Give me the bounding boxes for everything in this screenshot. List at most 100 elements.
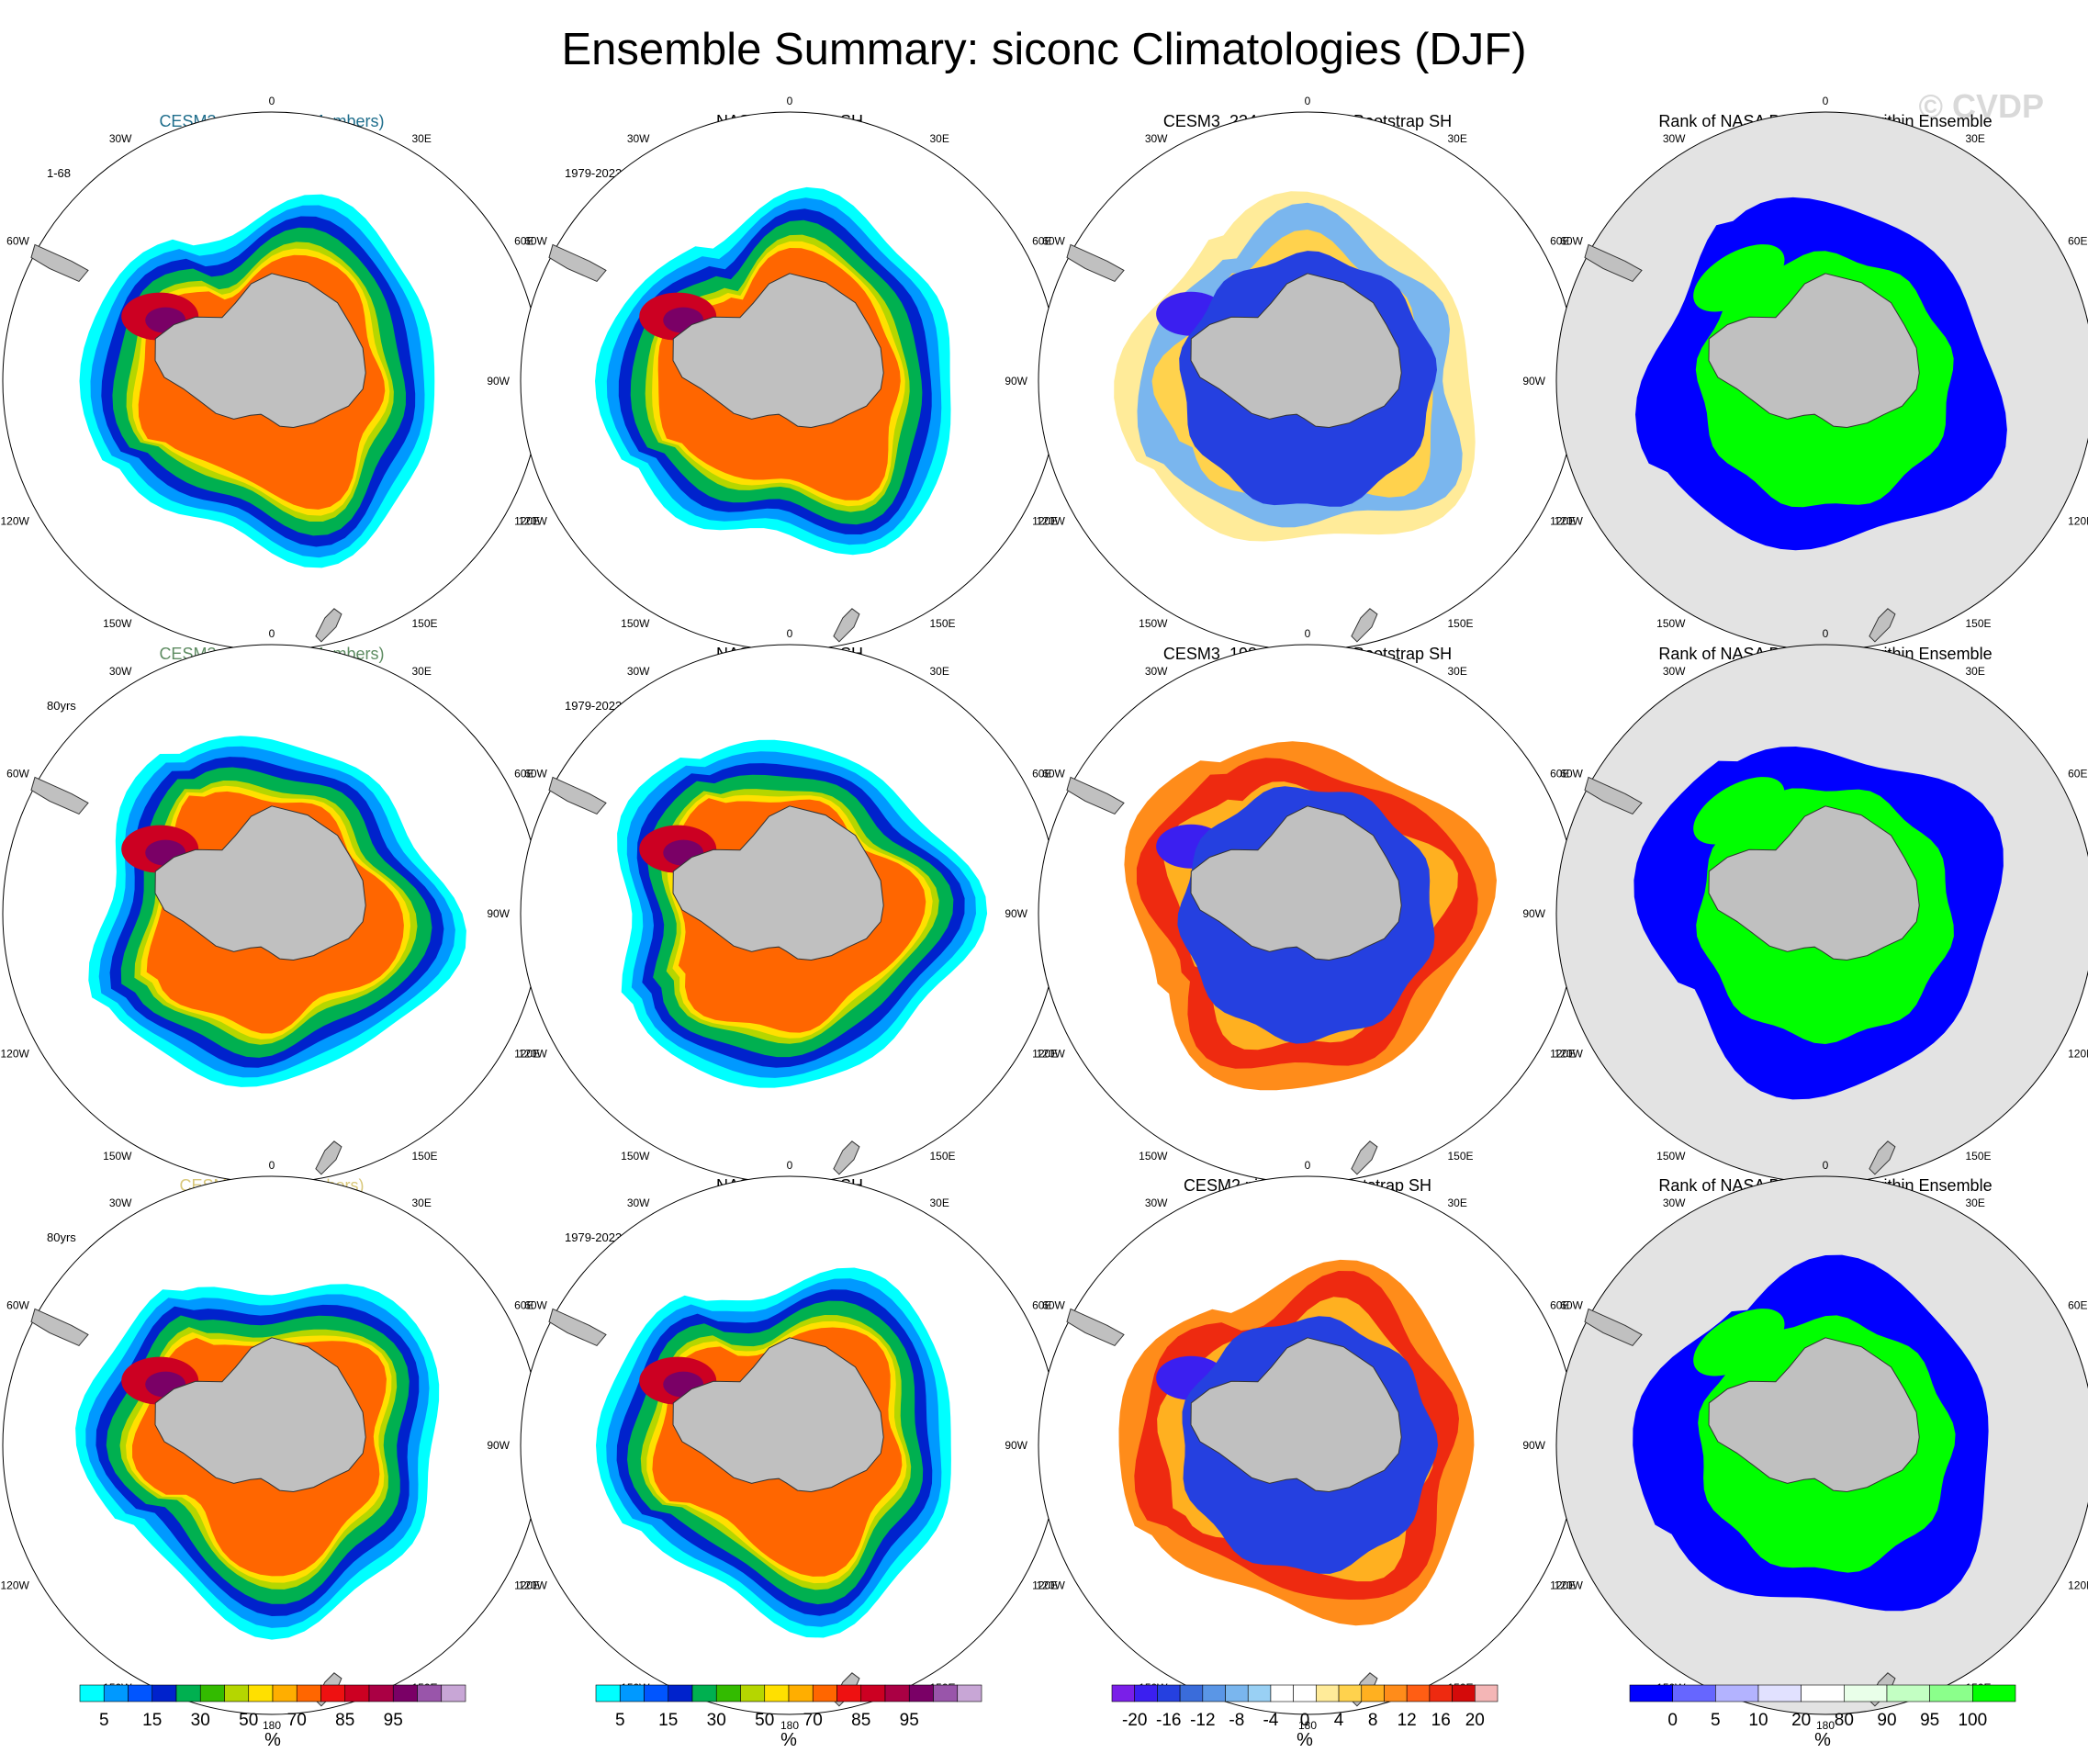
colorbar-swatch	[860, 1684, 886, 1702]
new-zealand-land	[1351, 1140, 1378, 1175]
longitude-label: 60E	[1032, 235, 1051, 248]
longitude-label: 30E	[1966, 665, 1985, 678]
longitude-label: 90W	[1522, 907, 1545, 920]
colorbar-swatch	[1179, 1684, 1204, 1702]
colorbar-swatch	[668, 1684, 693, 1702]
colorbar-swatch	[1474, 1684, 1499, 1702]
south-america-land	[1584, 776, 1643, 815]
longitude-label: 60E	[1032, 1299, 1051, 1312]
longitude-label: 60E	[514, 235, 533, 248]
colorbar-swatch	[1316, 1684, 1340, 1702]
longitude-label: 150E	[1448, 1150, 1474, 1163]
panel-grid: CESM3_234-251 (4 Members)1-68030E60E90E1…	[1, 95, 2088, 1732]
longitude-label: 60W	[524, 768, 547, 781]
map-field	[1633, 1254, 1989, 1612]
colorbar-unit: %	[1297, 1730, 1313, 1750]
colorbar-tick-label: 0	[1667, 1711, 1678, 1730]
colorbar-tick-label: 50	[755, 1711, 774, 1730]
longitude-label: 120W	[1037, 1048, 1066, 1061]
map-field	[595, 186, 951, 556]
map-field	[75, 1284, 440, 1640]
colorbar-tick-label: 16	[1431, 1711, 1451, 1730]
longitude-label: 30E	[1448, 1197, 1467, 1209]
longitude-label: 30W	[1145, 132, 1168, 145]
colorbar-tick-label: 12	[1398, 1711, 1417, 1730]
colorbar-swatch	[199, 1684, 225, 1702]
antarctica-land	[672, 273, 884, 429]
colorbar-tick-label: 0	[1300, 1711, 1310, 1730]
longitude-label: 30W	[1663, 665, 1686, 678]
antarctica-land	[1190, 273, 1402, 429]
antarctica-land	[1708, 273, 1920, 429]
colorbar-concentration: 5 15 30 50 70 85 95%	[79, 1684, 466, 1750]
map-panel: CESM3_234-251 - NASA Bootstrap SH030E60E…	[1005, 95, 1607, 668]
colorbar-concentration-obs: 5 15 30 50 70 85 95%	[595, 1684, 982, 1750]
longitude-label: 60W	[1042, 1299, 1065, 1312]
map-panel: CESM3_234-251 (4 Members)1-68030E60E90E1…	[1, 95, 572, 668]
colorbar-swatch	[715, 1684, 741, 1702]
antarctica-land	[1190, 1337, 1402, 1493]
longitude-label: 120W	[519, 1048, 548, 1061]
longitude-label: 60E	[1550, 1299, 1569, 1312]
colorbar-tick-label: 20	[1465, 1711, 1485, 1730]
longitude-label: 120W	[519, 515, 548, 528]
colorbar-swatch	[1629, 1684, 1673, 1702]
colorbar-swatch	[933, 1684, 959, 1702]
longitude-label: 0	[787, 627, 793, 640]
longitude-label: 60W	[6, 235, 29, 248]
colorbar-tick-label: 30	[707, 1711, 726, 1730]
panel-period-label: 80yrs	[47, 699, 76, 713]
panel-period-label: 1979-2023	[565, 1230, 622, 1244]
longitude-label: 30W	[627, 665, 650, 678]
longitude-label: 60E	[1550, 768, 1569, 781]
longitude-label: 120E	[1032, 1579, 1058, 1592]
longitude-label: 120E	[2068, 1579, 2088, 1592]
longitude-label: 30W	[1663, 132, 1686, 145]
longitude-label: 30W	[627, 1197, 650, 1209]
longitude-label: 150E	[1448, 617, 1474, 630]
colorbar-tick-label: -12	[1190, 1711, 1215, 1730]
longitude-label: 90W	[1005, 907, 1027, 920]
colorbar-swatch	[248, 1684, 274, 1702]
colorbar-swatch	[644, 1684, 669, 1702]
longitude-label: 150E	[1966, 1150, 1992, 1163]
longitude-label: 0	[1823, 1159, 1829, 1172]
longitude-label: 60W	[6, 1299, 29, 1312]
colorbar-swatch	[836, 1684, 862, 1702]
colorbar-tick-label: 95	[384, 1711, 403, 1730]
longitude-label: 150E	[930, 1150, 956, 1163]
longitude-label: 90W	[1005, 1439, 1027, 1452]
longitude-label: 0	[787, 95, 793, 107]
colorbar-swatch	[128, 1684, 153, 1702]
longitude-label: 180	[1298, 1719, 1317, 1732]
colorbar-swatch	[79, 1684, 105, 1702]
longitude-label: 150E	[412, 617, 438, 630]
colorbar-swatch	[1757, 1684, 1802, 1702]
colorbar-unit: %	[780, 1730, 797, 1750]
colorbar-swatch	[1225, 1684, 1249, 1702]
longitude-label: 0	[1305, 627, 1311, 640]
new-zealand-land	[833, 1140, 860, 1175]
colorbar-tick-label: -8	[1229, 1711, 1244, 1730]
longitude-label: 150W	[621, 1150, 650, 1163]
colorbar-swatch	[1406, 1684, 1431, 1702]
longitude-label: 30E	[930, 132, 949, 145]
longitude-label: 120W	[519, 1579, 548, 1592]
colorbar-swatch	[1384, 1684, 1408, 1702]
longitude-label: 60E	[514, 768, 533, 781]
colorbar-swatch	[1672, 1684, 1716, 1702]
colorbar-tick-label: 100	[1958, 1711, 1987, 1730]
map-panel: Rank of NASA Bootstrap SH within Ensembl…	[1522, 1159, 2088, 1732]
south-america-land	[30, 243, 89, 283]
map-field	[617, 739, 988, 1088]
panel-period-label: 1979-2023	[565, 166, 622, 180]
longitude-label: 120W	[1, 515, 30, 528]
longitude-label: 150W	[1139, 1150, 1168, 1163]
south-america-land	[1584, 1308, 1643, 1347]
colorbar-tick-label: 15	[658, 1711, 678, 1730]
south-america-land	[548, 776, 607, 815]
longitude-label: 60W	[524, 235, 547, 248]
longitude-label: 120W	[1, 1048, 30, 1061]
colorbar-swatch	[441, 1684, 466, 1702]
longitude-label: 30E	[1448, 132, 1467, 145]
